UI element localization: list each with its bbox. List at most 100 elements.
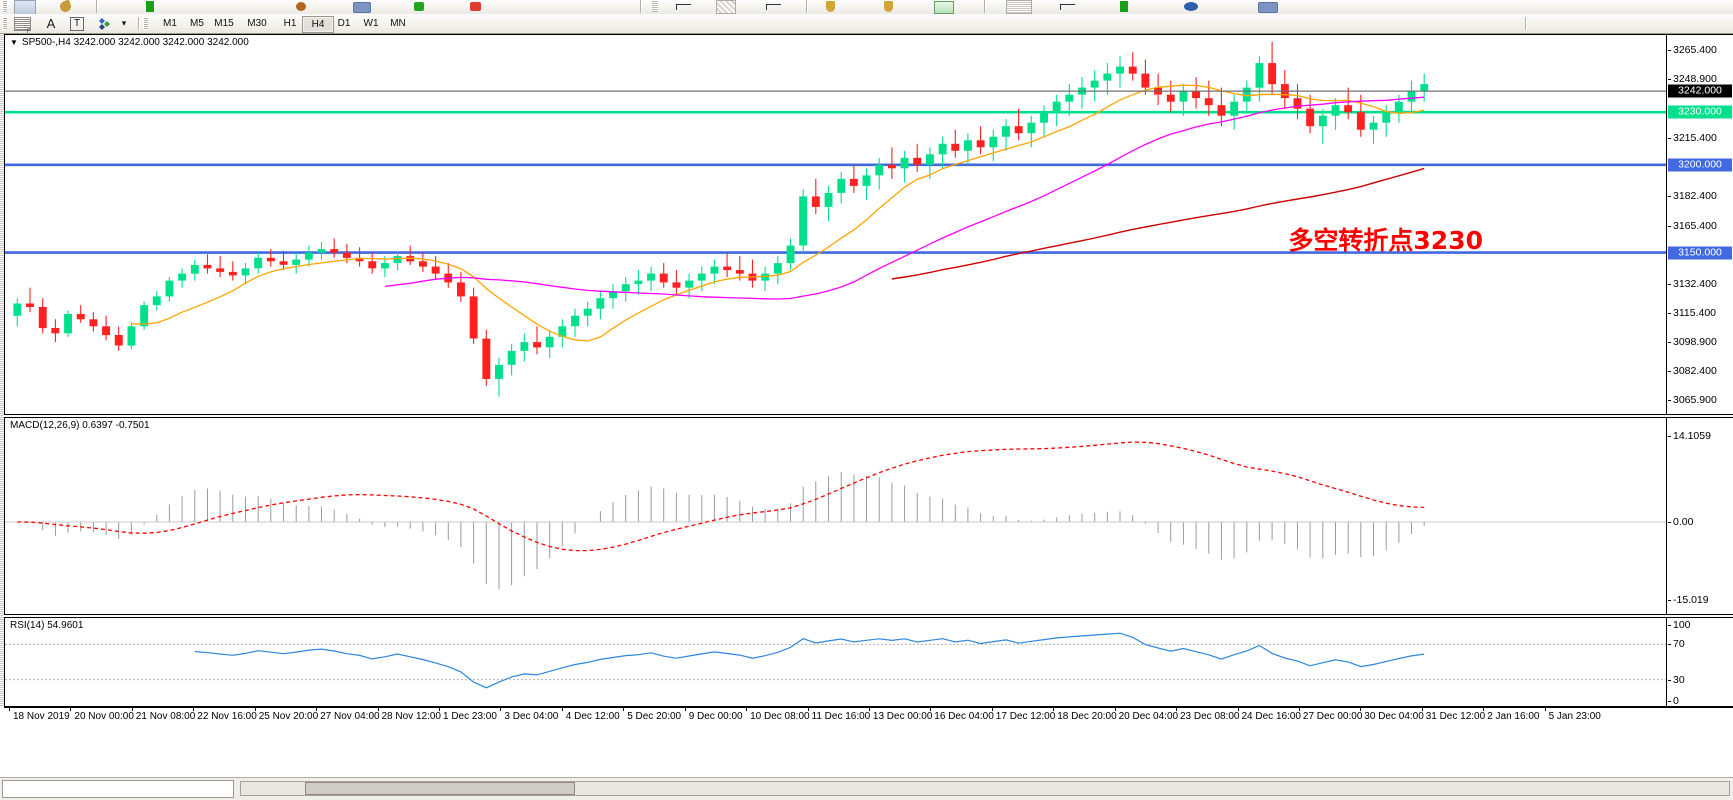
toolbar-grip[interactable] xyxy=(2,0,7,13)
status-bar xyxy=(0,777,1733,800)
price-label-level[interactable]: 3200.000 xyxy=(1668,158,1732,172)
rsi-tick: 70 xyxy=(1668,638,1685,651)
price-label-level[interactable]: 3230.000 xyxy=(1668,105,1732,119)
status-cell-left[interactable] xyxy=(2,780,234,798)
toolbar-separator-2 xyxy=(640,0,641,13)
time-tick: 10 Dec 08:00 xyxy=(746,707,810,722)
collapse-triangle-icon[interactable]: ▼ xyxy=(10,38,18,47)
time-tick: 9 Dec 00:00 xyxy=(684,707,743,722)
toolbar-separator-4 xyxy=(984,0,985,13)
toolbar-grip-2[interactable] xyxy=(2,17,7,30)
time-tick: 23 Dec 08:00 xyxy=(1176,707,1240,722)
time-tick: 31 Dec 12:00 xyxy=(1421,707,1486,722)
macd-axis[interactable]: 14.1059 0.00 -15.019 xyxy=(1666,418,1733,614)
price-pane[interactable]: ▼ SP500-,H4 3242.000 3242.000 3242.000 32… xyxy=(4,34,1733,415)
pane-resize-grip[interactable] xyxy=(0,34,4,707)
time-tick: 13 Dec 00:00 xyxy=(868,707,933,722)
zoom-icon[interactable] xyxy=(58,0,73,14)
macd-pane-label: MACD(12,26,9) 0.6397 -0.7501 xyxy=(10,420,150,431)
timeframe-grip[interactable] xyxy=(143,17,148,30)
trendline-icon[interactable] xyxy=(676,4,691,10)
channel-icon[interactable] xyxy=(716,0,736,14)
time-tick: 4 Dec 12:00 xyxy=(561,707,620,722)
text-tool-button[interactable]: A xyxy=(46,16,56,31)
time-tick: 22 Nov 16:00 xyxy=(193,707,257,722)
time-tick: 25 Nov 20:00 xyxy=(254,707,319,722)
timeframe-button-m30[interactable]: M30 xyxy=(247,18,267,29)
time-tick: 20 Nov 00:00 xyxy=(70,707,134,722)
price-tick: 3082.400 xyxy=(1668,365,1717,378)
grid-toggle-icon[interactable] xyxy=(1006,0,1032,14)
horizontal-scrollbar[interactable] xyxy=(240,781,1730,796)
grid-icon[interactable]: F xyxy=(10,15,34,33)
timeframe-button-w1[interactable]: W1 xyxy=(363,18,379,29)
time-tick: 17 Dec 12:00 xyxy=(991,707,1056,722)
autoscroll-icon[interactable] xyxy=(414,2,424,11)
window-icon[interactable] xyxy=(1258,2,1278,13)
time-tick: 11 Dec 16:00 xyxy=(807,707,871,722)
price-tick: 3065.900 xyxy=(1668,394,1717,407)
rsi-tick: 0 xyxy=(1668,695,1679,707)
timeframe-button-m5[interactable]: M5 xyxy=(190,18,204,29)
cursor-icon[interactable] xyxy=(826,1,835,12)
time-tick: 18 Nov 2019 xyxy=(9,707,70,722)
fibo-icon[interactable] xyxy=(766,4,781,10)
price-tick: 3182.400 xyxy=(1668,189,1717,202)
time-tick: 5 Dec 20:00 xyxy=(623,707,682,722)
timeframe-button-mn[interactable]: MN xyxy=(390,18,406,29)
crosshair-icon[interactable] xyxy=(884,1,893,12)
toolbar-lower: F A T ▾ M1 M5 M15 M30 H1 H4 D1 W1 MN xyxy=(0,14,1733,34)
chevron-down-icon[interactable]: ▾ xyxy=(121,18,127,28)
new-chart-icon[interactable] xyxy=(14,0,36,14)
price-chart-svg xyxy=(5,42,1668,397)
price-label-level[interactable]: 3150.000 xyxy=(1668,246,1732,260)
time-tick: 3 Dec 04:00 xyxy=(500,707,559,722)
price-pane-label: ▼ SP500-,H4 3242.000 3242.000 3242.000 32… xyxy=(10,37,249,48)
scrollbar-thumb[interactable] xyxy=(305,782,575,795)
time-tick: 30 Dec 04:00 xyxy=(1360,707,1424,722)
time-tick: 20 Dec 04:00 xyxy=(1114,707,1179,722)
price-tick: 3132.400 xyxy=(1668,277,1717,290)
chart-annotation: 多空转折点3230 xyxy=(1288,226,1483,255)
time-tick: 27 Nov 04:00 xyxy=(316,707,380,722)
stop-icon[interactable] xyxy=(470,2,481,11)
line-style-icon[interactable] xyxy=(652,0,658,12)
macd-pane[interactable]: MACD(12,26,9) 0.6397 -0.7501 14.1059 0.00… xyxy=(4,417,1733,615)
timeframe-button-m15[interactable]: M15 xyxy=(214,18,234,29)
indicator-icon[interactable] xyxy=(296,2,306,11)
macd-plot[interactable] xyxy=(5,418,1733,614)
template-icon[interactable] xyxy=(353,2,371,13)
rsi-axis[interactable]: 100 70 30 0 xyxy=(1666,618,1733,707)
rsi-plot[interactable] xyxy=(5,618,1733,706)
textbox-tool-button[interactable]: T xyxy=(66,15,88,32)
time-tick: 27 Dec 00:00 xyxy=(1298,707,1363,722)
timeframe-button-h1[interactable]: H1 xyxy=(283,18,297,29)
price-label-bid[interactable]: 3242.000 xyxy=(1668,84,1732,98)
price-axis[interactable]: 3265.400 3248.900 3215.400 3182.400 3165.400… xyxy=(1666,35,1733,414)
bar-chart-icon[interactable] xyxy=(146,1,154,12)
time-tick: 18 Dec 20:00 xyxy=(1053,707,1117,722)
chart-area: ▼ SP500-,H4 3242.000 3242.000 3242.000 32… xyxy=(0,33,1733,779)
time-tick: 1 Dec 23:00 xyxy=(439,707,497,722)
rsi-pane-label: RSI(14) 54.9601 xyxy=(10,620,84,631)
price-tick: 3215.400 xyxy=(1668,131,1717,144)
objects-icon[interactable] xyxy=(94,15,116,32)
price-plot[interactable] xyxy=(5,35,1733,414)
macd-tick: -15.019 xyxy=(1668,594,1709,606)
timeframe-button-h4[interactable]: H4 xyxy=(302,16,334,33)
volume-icon[interactable] xyxy=(1120,1,1128,12)
period-separator-icon[interactable] xyxy=(1060,4,1075,10)
rsi-tick: 100 xyxy=(1668,619,1691,631)
price-tick: 3115.400 xyxy=(1667,307,1717,320)
toolbar-upper xyxy=(0,0,1733,15)
price-tick: 3248.900 xyxy=(1668,73,1717,85)
price-tick: 3265.400 xyxy=(1668,44,1717,57)
globe-icon[interactable] xyxy=(1184,2,1198,11)
bars-to-candles-icon[interactable] xyxy=(934,1,954,14)
timeframe-button-m1[interactable]: M1 xyxy=(163,18,177,29)
time-axis[interactable]: 18 Nov 2019 20 Nov 00:00 21 Nov 08:00 22 No… xyxy=(4,707,1733,725)
time-tick: 2 Jan 16:00 xyxy=(1483,707,1540,722)
rsi-pane[interactable]: RSI(14) 54.9601 100 70 30 0 xyxy=(4,617,1733,707)
timeframe-button-d1[interactable]: D1 xyxy=(337,18,351,29)
